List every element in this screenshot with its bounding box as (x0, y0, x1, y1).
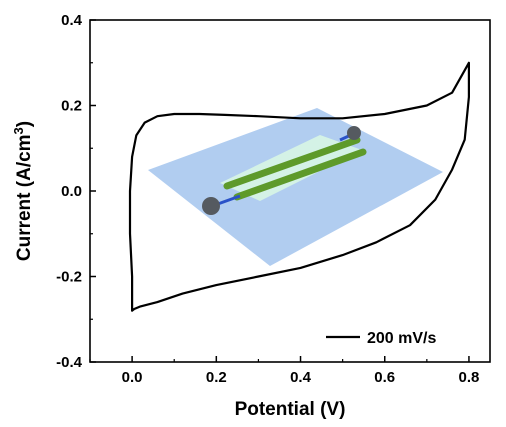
y-axis-title-superscript: 3 (11, 127, 26, 134)
y-axis-ticks: -0.4 -0.2 0.0 0.2 0.4 (56, 12, 96, 371)
y-tick-label: 0.2 (61, 98, 82, 115)
x-tick-label: 0.2 (206, 369, 227, 386)
y-tick-label: 0.0 (61, 183, 82, 200)
y-axis-title-suffix: ) (14, 121, 35, 127)
y-tick-label: 0.4 (61, 12, 83, 29)
legend: 200 mV/s (326, 330, 436, 347)
inset-contact-left (202, 197, 220, 215)
x-tick-label: 0.0 (122, 369, 143, 386)
x-tick-label: 0.4 (290, 369, 312, 386)
y-axis-title: Current (A/cm3) (11, 121, 35, 261)
x-tick-label: 0.8 (459, 369, 480, 386)
y-tick-label: -0.2 (56, 269, 82, 286)
y-tick-label: -0.4 (56, 354, 83, 371)
x-axis-ticks: 0.0 0.2 0.4 0.6 0.8 (89, 356, 480, 386)
inset-substrate (148, 108, 443, 266)
y-axis-title-main: Current (A/cm (14, 134, 35, 261)
device-inset (148, 108, 443, 266)
x-tick-label: 0.6 (374, 369, 395, 386)
inset-nanowire-1 (223, 136, 361, 190)
inset-contact-right (347, 126, 361, 140)
legend-label: 200 mV/s (367, 330, 436, 347)
x-axis-title: Potential (V) (235, 399, 346, 420)
inset-nanowire-2 (233, 148, 367, 201)
series-line-200mvs (128, 61, 470, 312)
